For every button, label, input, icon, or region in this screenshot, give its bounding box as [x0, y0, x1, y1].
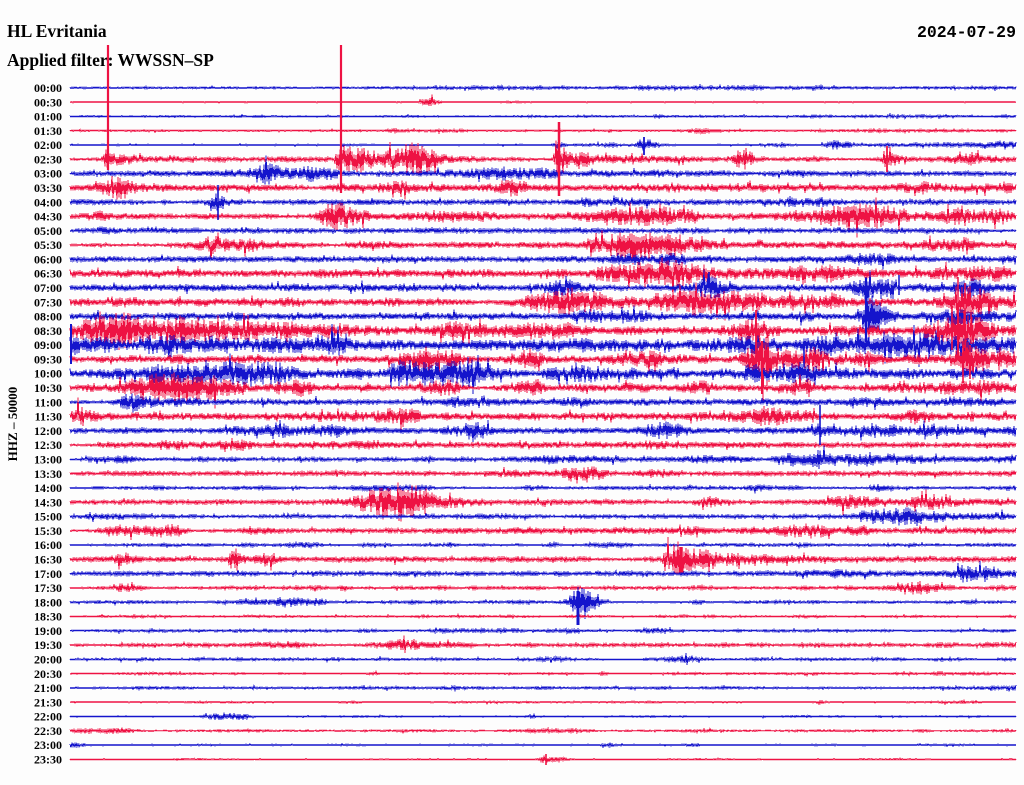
svg-text:20:30: 20:30: [34, 667, 62, 681]
svg-text:22:30: 22:30: [34, 724, 62, 738]
svg-text:12:30: 12:30: [34, 438, 62, 452]
svg-text:19:00: 19:00: [34, 624, 62, 638]
svg-text:02:30: 02:30: [34, 152, 62, 166]
svg-text:23:00: 23:00: [34, 738, 62, 752]
svg-text:10:00: 10:00: [34, 367, 62, 381]
svg-text:23:30: 23:30: [34, 753, 62, 767]
svg-text:08:30: 08:30: [34, 324, 62, 338]
svg-text:01:00: 01:00: [34, 110, 62, 124]
svg-text:15:30: 15:30: [34, 524, 62, 538]
svg-text:02:00: 02:00: [34, 138, 62, 152]
svg-text:14:00: 14:00: [34, 481, 62, 495]
svg-text:19:30: 19:30: [34, 638, 62, 652]
svg-text:10:30: 10:30: [34, 381, 62, 395]
svg-text:HHZ – 50000: HHZ – 50000: [5, 387, 20, 461]
svg-text:09:00: 09:00: [34, 338, 62, 352]
svg-text:17:30: 17:30: [34, 581, 62, 595]
svg-text:18:00: 18:00: [34, 595, 62, 609]
svg-text:05:00: 05:00: [34, 224, 62, 238]
svg-text:16:30: 16:30: [34, 553, 62, 567]
svg-text:HL Evritania: HL Evritania: [7, 21, 107, 41]
svg-text:22:00: 22:00: [34, 710, 62, 724]
svg-text:01:30: 01:30: [34, 124, 62, 138]
svg-text:15:00: 15:00: [34, 510, 62, 524]
svg-text:18:30: 18:30: [34, 610, 62, 624]
svg-text:07:30: 07:30: [34, 295, 62, 309]
svg-text:Applied filter: WWSSN–SP: Applied filter: WWSSN–SP: [7, 50, 214, 70]
svg-text:06:30: 06:30: [34, 267, 62, 281]
svg-text:13:30: 13:30: [34, 467, 62, 481]
svg-text:04:30: 04:30: [34, 210, 62, 224]
svg-text:17:00: 17:00: [34, 567, 62, 581]
svg-text:03:00: 03:00: [34, 167, 62, 181]
svg-text:00:00: 00:00: [34, 81, 62, 95]
svg-text:04:00: 04:00: [34, 195, 62, 209]
svg-text:20:00: 20:00: [34, 653, 62, 667]
svg-text:07:00: 07:00: [34, 281, 62, 295]
svg-text:06:00: 06:00: [34, 252, 62, 266]
svg-text:09:30: 09:30: [34, 353, 62, 367]
svg-text:11:30: 11:30: [35, 410, 62, 424]
svg-text:21:30: 21:30: [34, 695, 62, 709]
svg-text:08:00: 08:00: [34, 310, 62, 324]
svg-text:11:00: 11:00: [35, 395, 62, 409]
svg-text:12:00: 12:00: [34, 424, 62, 438]
svg-text:21:00: 21:00: [34, 681, 62, 695]
svg-text:14:30: 14:30: [34, 495, 62, 509]
svg-text:13:00: 13:00: [34, 453, 62, 467]
svg-text:03:30: 03:30: [34, 181, 62, 195]
svg-text:16:00: 16:00: [34, 538, 62, 552]
svg-text:2024-07-29: 2024-07-29: [917, 23, 1016, 42]
svg-text:00:30: 00:30: [34, 95, 62, 109]
svg-text:05:30: 05:30: [34, 238, 62, 252]
